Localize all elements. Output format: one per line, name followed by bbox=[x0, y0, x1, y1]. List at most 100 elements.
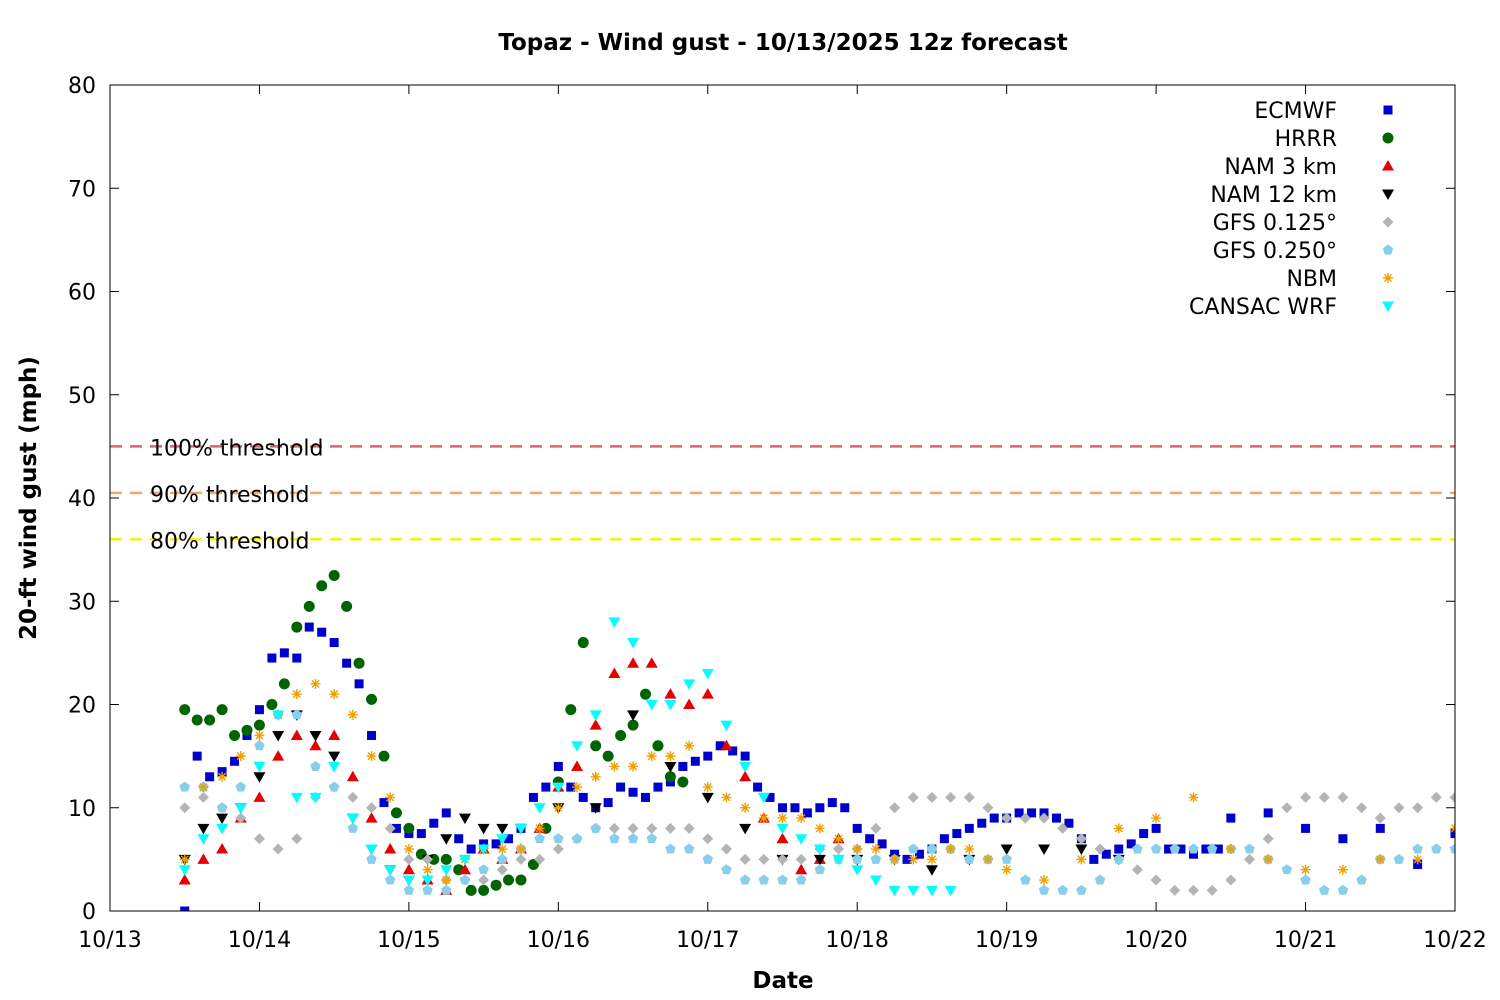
y-tick-label: 80 bbox=[68, 74, 96, 99]
data-point-cansac-wrf bbox=[888, 885, 901, 897]
data-point-gfs-0-250 bbox=[665, 843, 676, 854]
data-point-gfs-0-250 bbox=[497, 853, 508, 864]
data-point-ecmwf bbox=[254, 705, 264, 715]
data-point-ecmwf bbox=[1064, 818, 1074, 828]
data-point-gfs-0-125 bbox=[1393, 802, 1405, 814]
data-point-gfs-0-125 bbox=[795, 853, 807, 865]
series-cansac-wrf bbox=[178, 617, 957, 897]
data-point-ecmwf bbox=[1027, 808, 1037, 818]
data-point-ecmwf bbox=[740, 751, 750, 761]
data-point-ecmwf bbox=[416, 829, 426, 839]
data-point-nbm bbox=[870, 844, 881, 855]
data-point-nbm bbox=[1188, 792, 1199, 803]
data-point-gfs-0-125 bbox=[1374, 812, 1386, 824]
data-point-nam-3-km bbox=[608, 667, 621, 679]
data-point-ecmwf bbox=[902, 854, 912, 864]
data-point-gfs-0-250 bbox=[571, 833, 583, 844]
data-point-gfs-0-250 bbox=[1468, 844, 1478, 854]
data-point-gfs-0-125 bbox=[739, 853, 751, 865]
data-point-nam-12-km bbox=[216, 813, 229, 825]
data-point-cansac-wrf bbox=[795, 834, 808, 845]
data-point-nbm bbox=[1487, 813, 1497, 823]
series-nam-12-km bbox=[178, 710, 1125, 887]
legend-marker-hrrr bbox=[1382, 132, 1394, 144]
data-point-gfs-0-125 bbox=[478, 874, 490, 886]
data-point-ecmwf bbox=[1301, 823, 1311, 833]
data-point-nam-3-km bbox=[458, 863, 471, 875]
data-point-ecmwf bbox=[1226, 813, 1236, 823]
data-point-gfs-0-125 bbox=[235, 812, 247, 824]
data-point-gfs-0-250 bbox=[814, 864, 826, 875]
data-point-ecmwf bbox=[491, 839, 501, 849]
data-point-nam-12-km bbox=[1000, 844, 1013, 856]
data-point-gfs-0-250 bbox=[1169, 843, 1181, 854]
data-point-nbm bbox=[217, 771, 228, 782]
data-point-gfs-0-250 bbox=[254, 740, 265, 751]
data-point-nbm bbox=[198, 782, 209, 793]
data-point-gfs-0-125 bbox=[683, 822, 695, 834]
data-point-cansac-wrf bbox=[514, 823, 527, 835]
data-point-nam-3-km bbox=[272, 750, 285, 761]
data-point-ecmwf bbox=[1450, 829, 1455, 839]
data-point-hrrr bbox=[403, 822, 415, 834]
data-point-ecmwf bbox=[703, 751, 713, 761]
data-point-gfs-0-250 bbox=[926, 843, 938, 854]
data-point-nam-3-km bbox=[720, 739, 733, 751]
data-point-gfs-0-250 bbox=[441, 884, 452, 895]
data-point-cansac-wrf bbox=[309, 792, 322, 804]
data-point-gfs-0-125 bbox=[1057, 822, 1069, 834]
data-point-gfs-0-250 bbox=[1094, 874, 1106, 885]
data-point-cansac-wrf bbox=[757, 792, 770, 804]
x-axis-label: Date bbox=[752, 968, 813, 994]
data-point-hrrr bbox=[266, 699, 278, 710]
data-point-nam-12-km bbox=[701, 792, 714, 804]
data-point-cansac-wrf bbox=[589, 710, 602, 721]
data-point-gfs-0-125 bbox=[982, 802, 994, 814]
data-point-nam-12-km bbox=[589, 803, 602, 814]
data-point-ecmwf bbox=[1213, 844, 1223, 854]
data-point-gfs-0-125 bbox=[1487, 792, 1498, 803]
data-point-gfs-0-250 bbox=[1412, 843, 1423, 854]
data-point-nam-3-km bbox=[346, 770, 359, 782]
legend-label-hrrr: HRRR bbox=[1275, 127, 1337, 152]
data-point-hrrr bbox=[590, 740, 602, 752]
data-point-gfs-0-250 bbox=[646, 833, 657, 844]
data-point-gfs-0-250 bbox=[758, 874, 770, 885]
data-point-gfs-0-250 bbox=[347, 822, 359, 833]
y-tick-label: 0 bbox=[82, 900, 96, 925]
data-point-ecmwf bbox=[877, 839, 887, 849]
data-point-ecmwf bbox=[553, 761, 563, 771]
data-point-ecmwf bbox=[790, 803, 800, 813]
legend-label-gfs-0-250: GFS 0.250° bbox=[1213, 239, 1337, 264]
data-point-nbm bbox=[254, 730, 265, 741]
data-point-cansac-wrf bbox=[328, 761, 341, 773]
y-axis-label: 20-ft wind gust (mph) bbox=[16, 356, 42, 640]
data-point-nbm bbox=[1151, 813, 1162, 824]
data-point-nbm bbox=[534, 823, 545, 834]
data-point-gfs-0-250 bbox=[702, 853, 714, 864]
data-point-gfs-0-125 bbox=[1001, 812, 1013, 824]
data-point-cansac-wrf bbox=[813, 844, 826, 856]
data-point-gfs-0-125 bbox=[945, 791, 957, 803]
data-point-cansac-wrf bbox=[197, 834, 210, 845]
data-point-hrrr bbox=[465, 884, 477, 896]
data-point-gfs-0-250 bbox=[235, 781, 246, 792]
data-point-nam-3-km bbox=[627, 657, 640, 668]
data-point-nbm bbox=[441, 875, 452, 886]
data-point-nam-12-km bbox=[664, 761, 677, 773]
chart-title: Topaz - Wind gust - 10/13/2025 12z forec… bbox=[498, 30, 1067, 56]
data-point-gfs-0-250 bbox=[1206, 843, 1218, 854]
data-point-ecmwf bbox=[217, 767, 227, 777]
data-point-cansac-wrf bbox=[683, 679, 696, 690]
data-point-nam-12-km bbox=[813, 854, 826, 866]
data-point-hrrr bbox=[378, 750, 390, 762]
data-point-ecmwf bbox=[603, 798, 613, 808]
data-point-cansac-wrf bbox=[944, 885, 957, 897]
data-point-ecmwf bbox=[541, 782, 551, 792]
legend-label-cansac-wrf: CANSAC WRF bbox=[1189, 295, 1337, 320]
data-point-gfs-0-125 bbox=[702, 833, 714, 845]
data-point-gfs-0-250 bbox=[1038, 884, 1050, 895]
data-point-nbm bbox=[609, 761, 620, 772]
data-point-gfs-0-250 bbox=[478, 864, 489, 875]
y-tick-label: 20 bbox=[68, 694, 96, 719]
